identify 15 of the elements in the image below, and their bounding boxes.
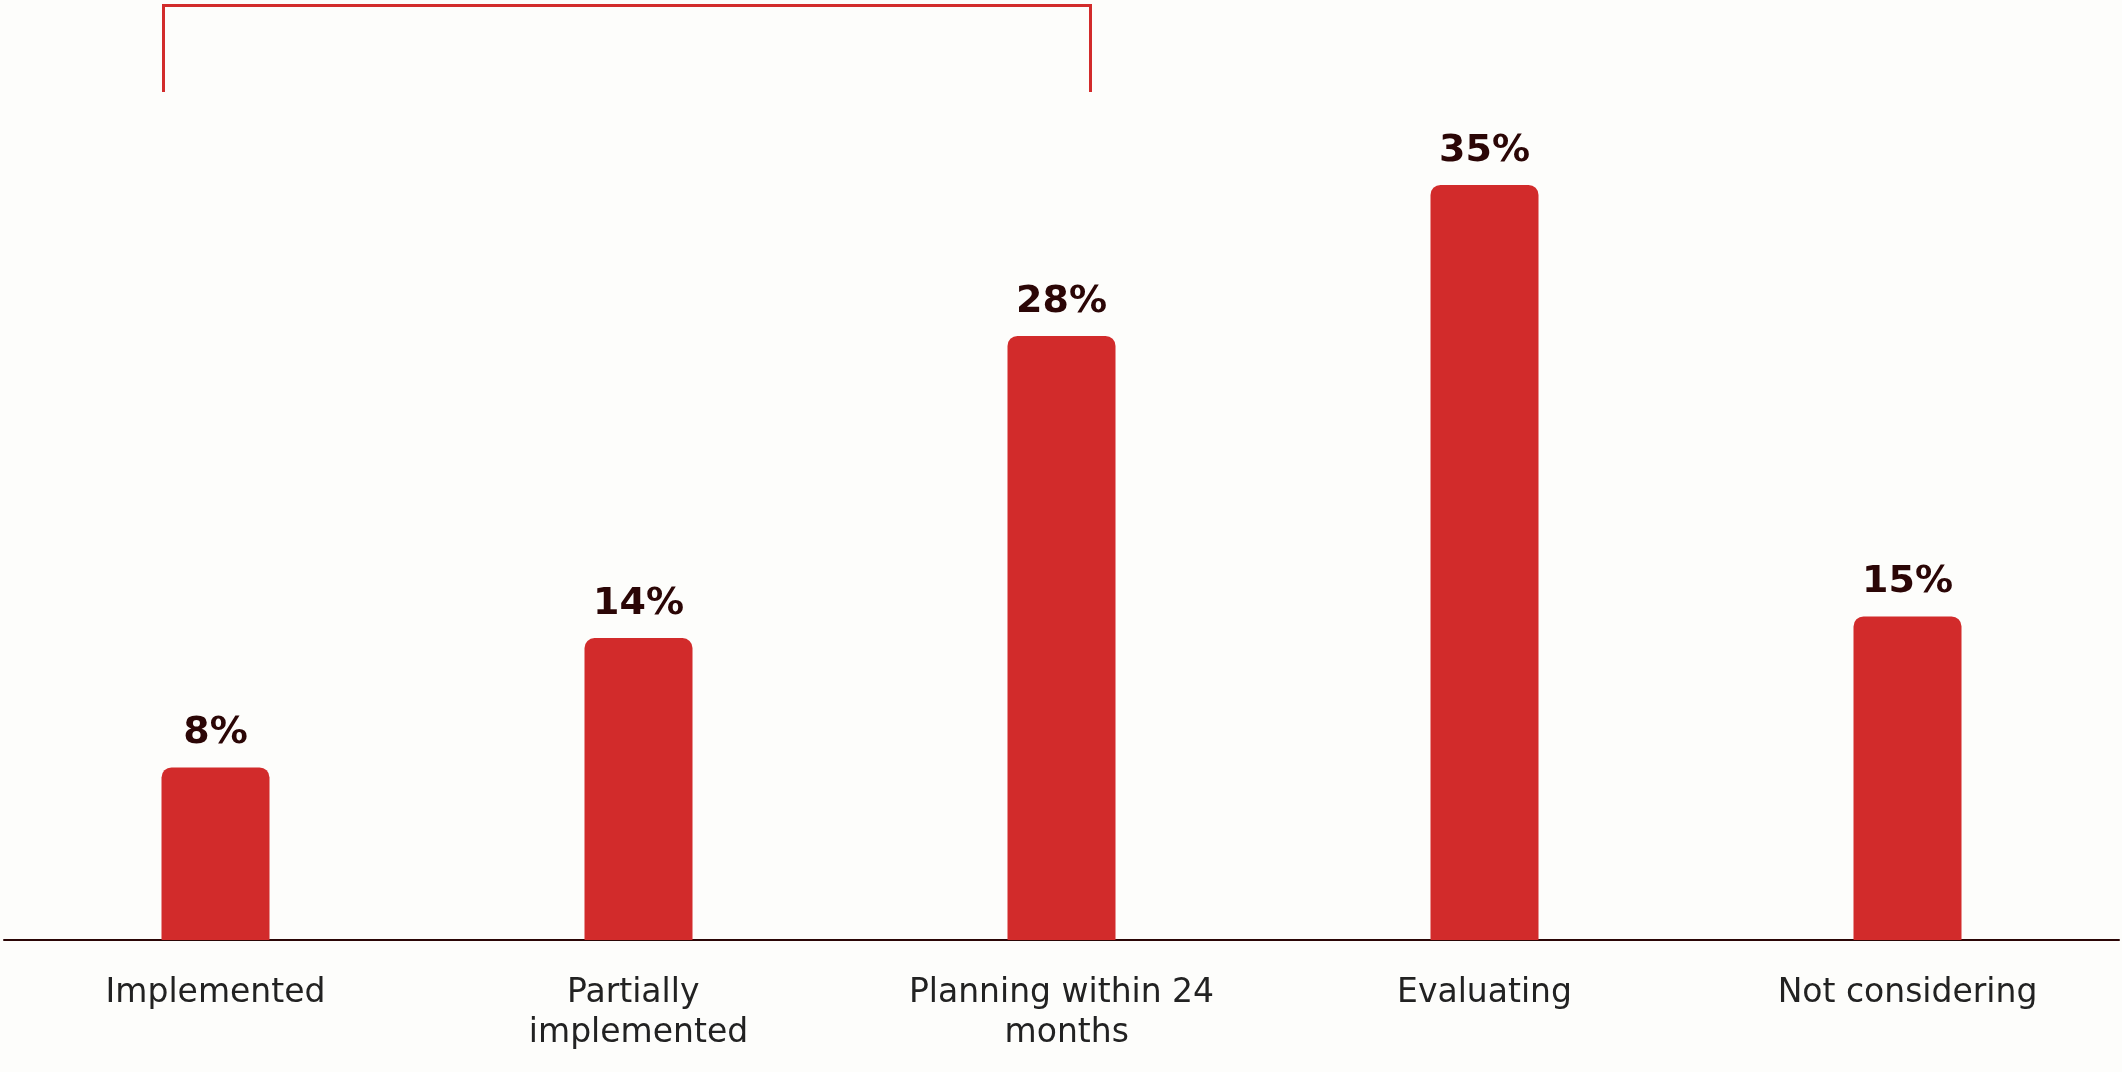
data-label: 15% <box>1862 557 1953 602</box>
x-tick-label: Implemented <box>105 970 326 1010</box>
bar <box>1853 616 1962 940</box>
data-label: 28% <box>1016 276 1107 321</box>
bar <box>161 767 270 940</box>
x-tick-label: Evaluating <box>1397 970 1572 1010</box>
x-tick-label: Planning within 24 months <box>908 970 1215 1050</box>
bar <box>1007 335 1116 940</box>
x-tick-label: Partially implemented <box>528 970 749 1050</box>
data-label: 14% <box>593 578 684 623</box>
x-tick-label: Not considering <box>1777 970 2038 1010</box>
data-label: 35% <box>1439 125 1530 170</box>
data-label: 8% <box>183 708 248 753</box>
bar <box>1430 184 1539 940</box>
bar <box>584 637 693 940</box>
